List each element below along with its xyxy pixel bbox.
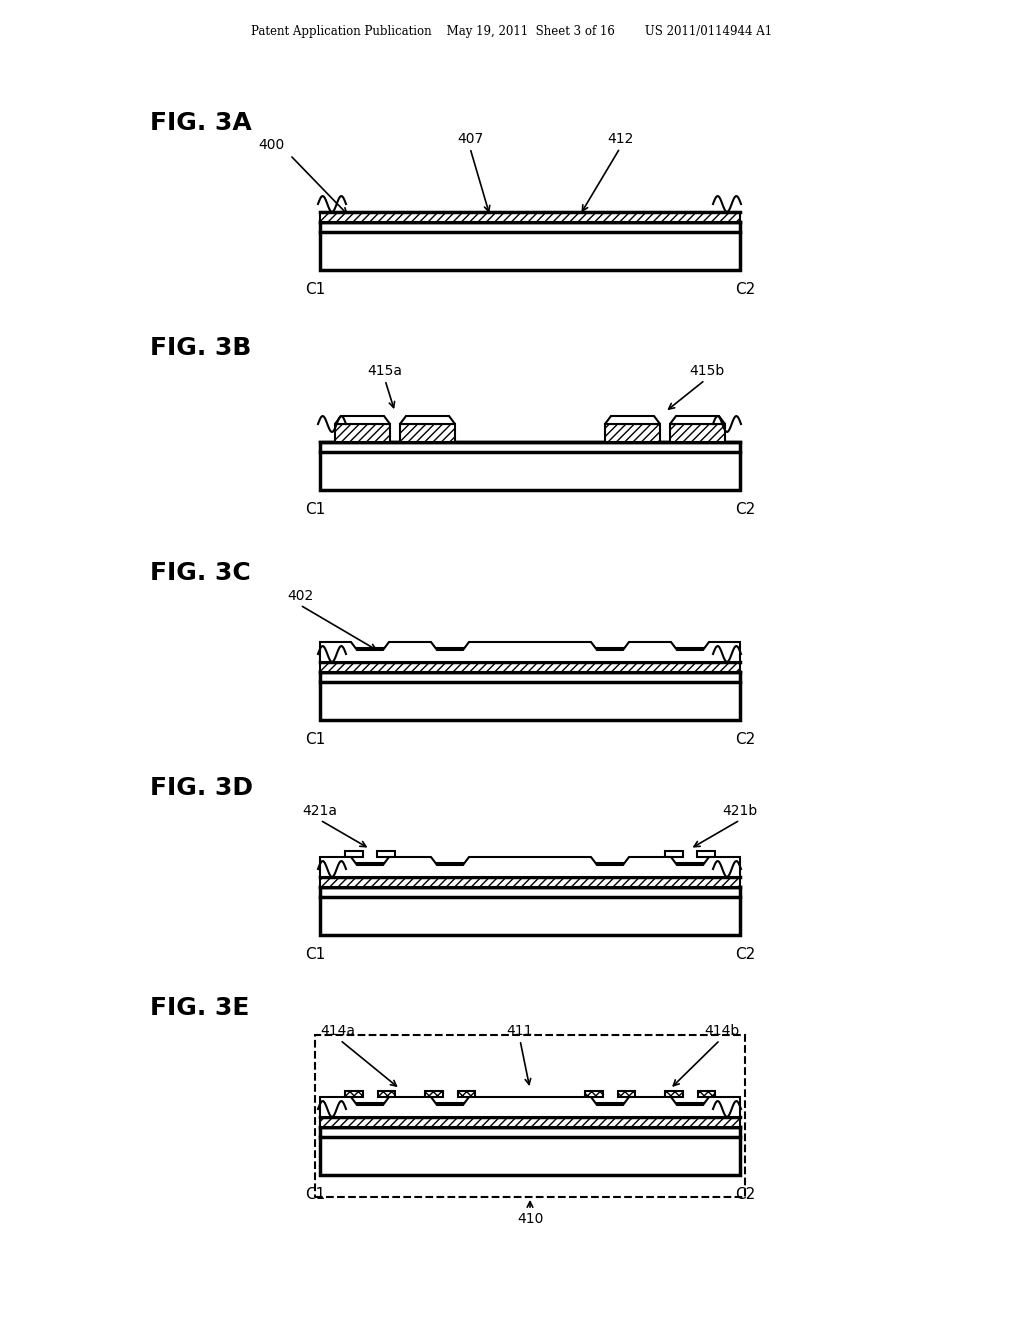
Bar (458, 1092, 475, 1097)
Bar (345, 1092, 362, 1097)
Text: FIG. 3D: FIG. 3D (150, 776, 253, 800)
Text: 412: 412 (607, 132, 633, 147)
Bar (605, 424, 660, 442)
Polygon shape (400, 416, 455, 424)
Polygon shape (319, 642, 740, 663)
FancyBboxPatch shape (319, 887, 740, 935)
Bar (377, 851, 395, 857)
Polygon shape (319, 1097, 740, 1117)
Text: C2: C2 (735, 502, 755, 517)
Bar (697, 851, 715, 857)
Text: 402: 402 (287, 589, 313, 603)
Text: 407: 407 (457, 132, 483, 147)
Bar (335, 424, 390, 442)
Polygon shape (670, 416, 725, 424)
Bar (378, 1092, 395, 1097)
Text: C1: C1 (305, 733, 326, 747)
Bar (665, 648, 715, 663)
Bar (665, 1104, 715, 1117)
Bar (585, 1092, 602, 1097)
Text: Patent Application Publication    May 19, 2011  Sheet 3 of 16        US 2011/011: Patent Application Publication May 19, 2… (252, 25, 772, 38)
Text: C2: C2 (735, 1187, 755, 1203)
Text: C2: C2 (735, 946, 755, 962)
Bar (585, 1104, 635, 1117)
Text: C1: C1 (305, 946, 326, 962)
Text: FIG. 3B: FIG. 3B (150, 337, 251, 360)
Bar (400, 424, 455, 442)
FancyBboxPatch shape (319, 222, 740, 271)
Bar (319, 213, 740, 222)
Text: 415b: 415b (689, 364, 725, 378)
Bar (345, 863, 395, 876)
Text: FIG. 3C: FIG. 3C (150, 561, 251, 585)
Bar (425, 863, 475, 876)
Bar (665, 863, 715, 876)
Polygon shape (605, 416, 660, 424)
Text: C2: C2 (735, 733, 755, 747)
Bar (425, 1092, 442, 1097)
Bar (425, 1104, 475, 1117)
Bar (617, 1092, 635, 1097)
Bar (345, 648, 395, 663)
Text: 411: 411 (507, 1024, 534, 1038)
Text: 415a: 415a (368, 364, 402, 378)
Text: 421b: 421b (722, 804, 758, 818)
Text: 414a: 414a (321, 1024, 355, 1038)
Bar (425, 648, 475, 663)
FancyBboxPatch shape (319, 1127, 740, 1175)
Text: 421a: 421a (302, 804, 338, 818)
Text: 410: 410 (517, 1212, 543, 1226)
Text: FIG. 3A: FIG. 3A (150, 111, 252, 135)
FancyBboxPatch shape (319, 442, 740, 490)
Text: FIG. 3E: FIG. 3E (150, 997, 250, 1020)
Bar (319, 1117, 740, 1127)
Text: 414b: 414b (705, 1024, 739, 1038)
Bar (670, 424, 725, 442)
Text: C2: C2 (735, 282, 755, 297)
Bar (345, 1104, 395, 1117)
Text: C1: C1 (305, 1187, 326, 1203)
Bar (319, 876, 740, 887)
Bar (585, 648, 635, 663)
Bar (585, 863, 635, 876)
Text: C1: C1 (305, 282, 326, 297)
Polygon shape (335, 416, 390, 424)
Text: 400: 400 (259, 139, 285, 152)
FancyBboxPatch shape (319, 672, 740, 719)
Bar (319, 663, 740, 672)
Bar (345, 851, 362, 857)
Bar (665, 851, 683, 857)
Polygon shape (319, 857, 740, 876)
Bar (665, 1092, 683, 1097)
Bar (697, 1092, 715, 1097)
Text: C1: C1 (305, 502, 326, 517)
